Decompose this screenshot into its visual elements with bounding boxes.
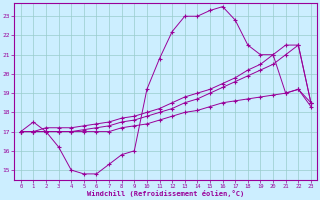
X-axis label: Windchill (Refroidissement éolien,°C): Windchill (Refroidissement éolien,°C) xyxy=(87,190,244,197)
